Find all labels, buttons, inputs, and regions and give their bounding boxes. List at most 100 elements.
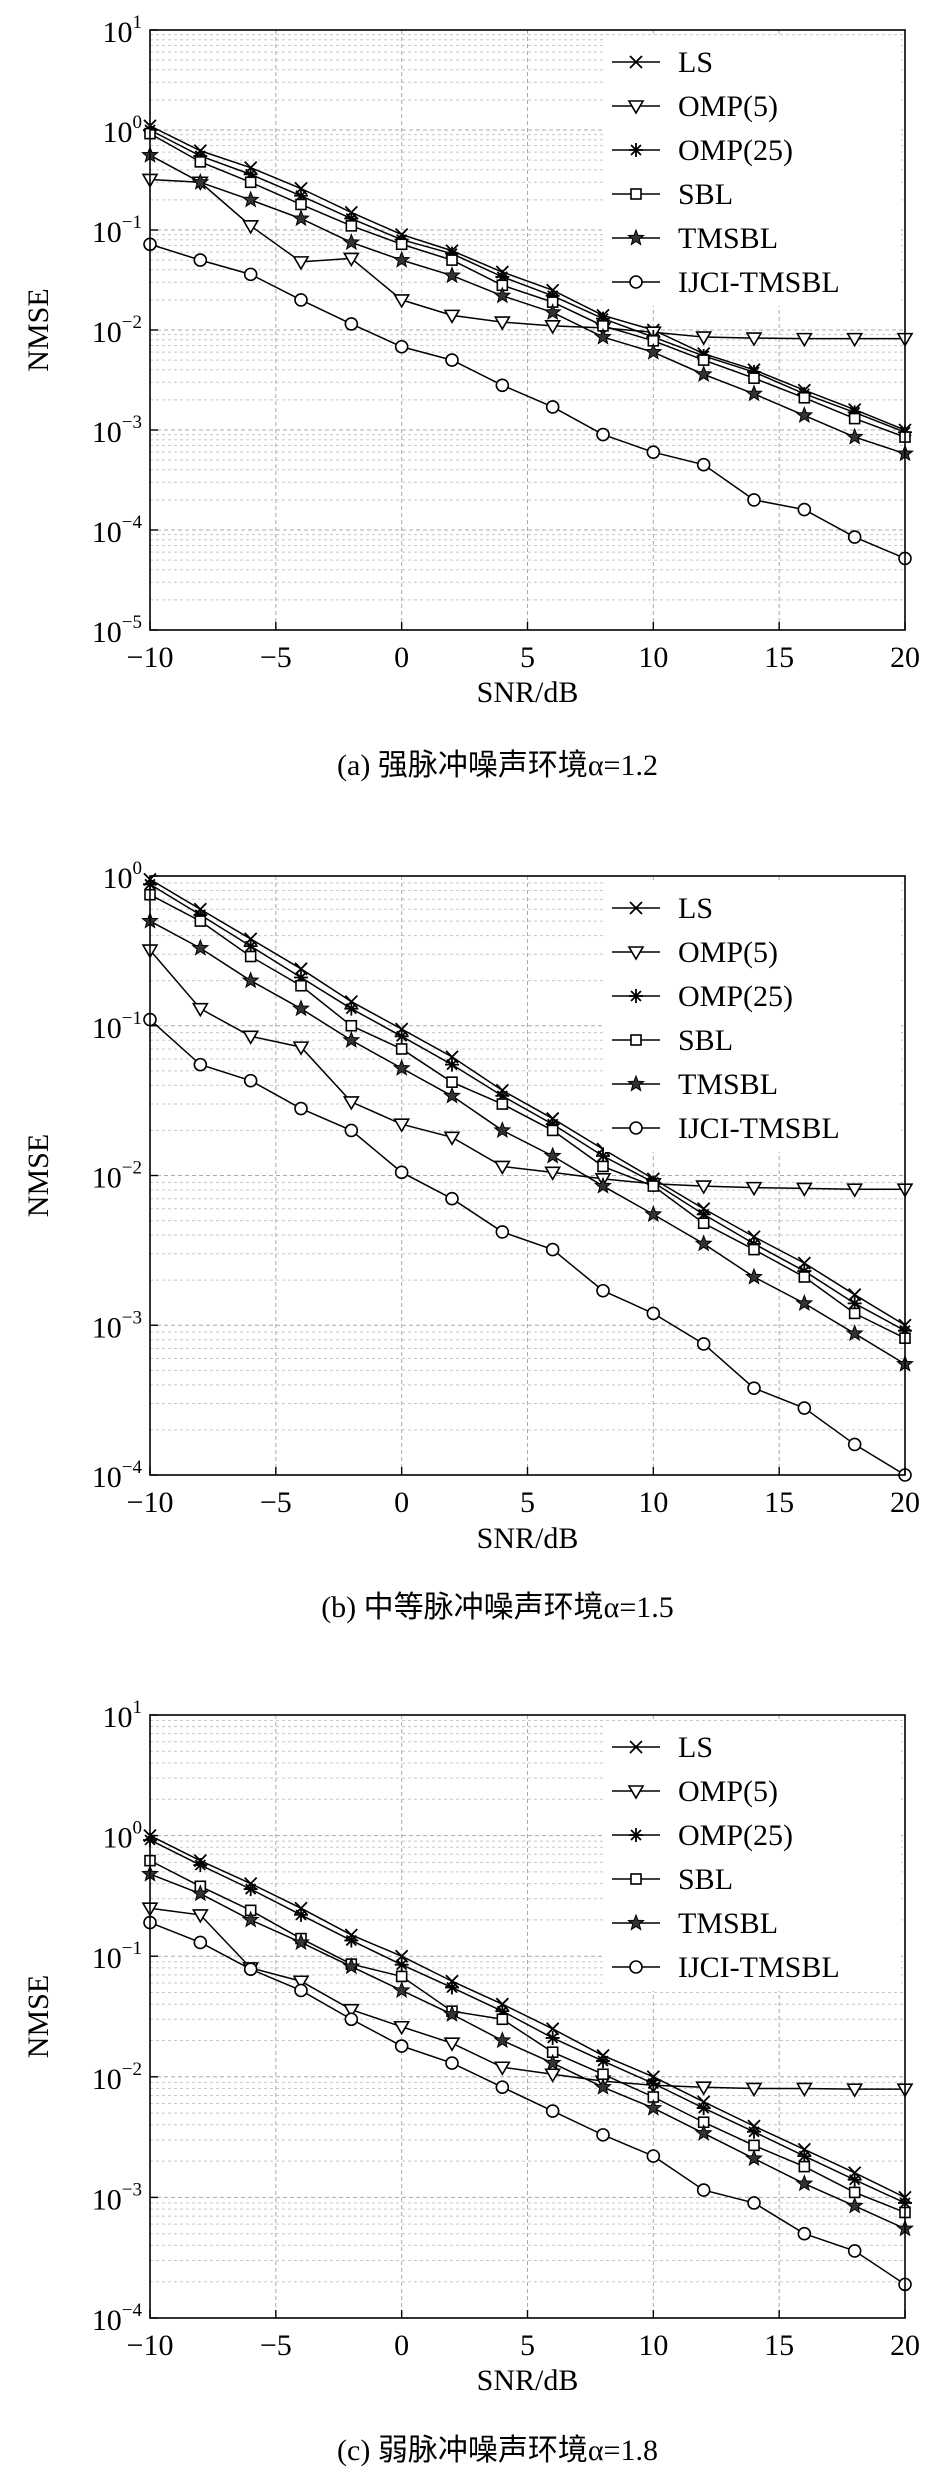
data-point (543, 302, 562, 320)
data-point (846, 332, 864, 348)
legend-marker (627, 1074, 645, 1092)
series-line (149, 1873, 906, 2230)
data-point (747, 493, 761, 507)
data-point (545, 2030, 560, 2045)
y-tick-label: 10−2 (92, 312, 142, 349)
series-tmsbl (141, 1864, 914, 2237)
y-axis-label: NMSE (22, 288, 55, 371)
data-point (445, 246, 459, 261)
data-point (596, 1148, 610, 1163)
data-point (745, 1181, 763, 1197)
legend-marker (630, 1873, 642, 1885)
legend-background (604, 36, 901, 306)
data-point (342, 233, 361, 251)
y-tick-base: 10 (92, 316, 122, 349)
data-point (243, 1073, 258, 1088)
legend-label: TMSBL (678, 222, 778, 255)
data-point (292, 999, 310, 1017)
y-tick-exponent: −4 (122, 512, 143, 533)
y-tick-label: 10−4 (92, 2300, 143, 2337)
data-point (545, 1117, 560, 1132)
data-point (193, 1057, 208, 1072)
legend-label: LS (678, 1731, 713, 1764)
y-tick-exponent: −2 (122, 312, 142, 333)
y-axis-label: NMSE (22, 1975, 55, 2058)
legend-label: OMP(25) (678, 134, 793, 167)
y-tick-exponent: −1 (122, 1008, 142, 1029)
y-tick-exponent: 1 (133, 12, 143, 33)
legend-label: OMP(25) (678, 1819, 793, 1852)
x-tick-label: 5 (520, 2329, 535, 2362)
data-point (345, 220, 358, 232)
data-point (294, 1983, 308, 1998)
legend-marker (627, 946, 645, 961)
data-point (745, 384, 763, 402)
data-point (294, 1907, 308, 1922)
data-point (446, 1076, 458, 1088)
data-point (392, 1981, 411, 1999)
y-tick-label: 10−2 (92, 1158, 142, 1195)
data-point (495, 1225, 510, 1239)
data-point (496, 2013, 509, 2026)
data-point (848, 2186, 861, 2199)
data-point (845, 1324, 864, 1342)
panel-caption: (b) 中等脉冲噪声环境α=1.5 (321, 1591, 674, 1624)
data-point (241, 971, 260, 989)
legend-label: IJCI-TMSBL (678, 266, 840, 299)
data-point (191, 1909, 209, 1924)
y-tick-label: 10−1 (92, 212, 142, 249)
x-tick-label: 15 (764, 1486, 794, 1519)
data-point (392, 250, 411, 268)
series-ijci-tmsbl (143, 237, 912, 566)
data-point (544, 1166, 562, 1181)
data-point (394, 1957, 409, 1972)
x-tick-label: 0 (394, 641, 409, 674)
data-point (748, 2139, 760, 2152)
x-tick-label: −10 (127, 1486, 174, 1519)
x-tick-label: −5 (260, 1486, 292, 1519)
data-point (342, 1957, 361, 1975)
data-point (597, 2068, 609, 2081)
data-point (344, 1933, 359, 1948)
data-point (696, 1337, 711, 1351)
y-tick-exponent: −5 (122, 612, 142, 633)
legend-marker (629, 989, 643, 1003)
x-tick-label: 0 (394, 2329, 409, 2362)
data-point (795, 1293, 814, 1311)
data-point (395, 1970, 408, 1983)
legend-label: OMP(5) (678, 1775, 778, 1808)
data-point (597, 1160, 609, 1173)
data-point (644, 1204, 663, 1222)
data-point (646, 2149, 661, 2163)
data-point (544, 2068, 562, 2083)
data-point (342, 1096, 360, 1111)
data-point (798, 391, 811, 404)
data-point (544, 320, 562, 335)
data-point (847, 1437, 862, 1452)
y-tick-base: 10 (92, 216, 122, 249)
data-point (445, 353, 459, 367)
data-point (697, 354, 710, 366)
data-point (294, 188, 308, 203)
series-line (149, 178, 905, 340)
legend-marker (627, 1785, 645, 1800)
legend-label: OMP(25) (678, 980, 793, 1013)
data-point (747, 1236, 761, 1251)
data-point (745, 2082, 763, 2098)
y-tick-base: 10 (92, 1942, 122, 1975)
data-point (797, 1264, 812, 1279)
legend-marker (629, 275, 643, 289)
data-point (242, 1030, 260, 1045)
data-point (193, 1858, 208, 1873)
legend-marker (629, 1828, 643, 1842)
data-point (695, 2081, 713, 2096)
data-point (596, 311, 610, 326)
data-point (393, 2020, 411, 2036)
data-point (848, 412, 861, 425)
data-point (797, 2149, 812, 2164)
series-line (149, 129, 906, 433)
legend-marker (630, 1034, 642, 1046)
data-point (393, 294, 411, 309)
data-point (194, 156, 207, 168)
data-point (546, 1124, 559, 1137)
